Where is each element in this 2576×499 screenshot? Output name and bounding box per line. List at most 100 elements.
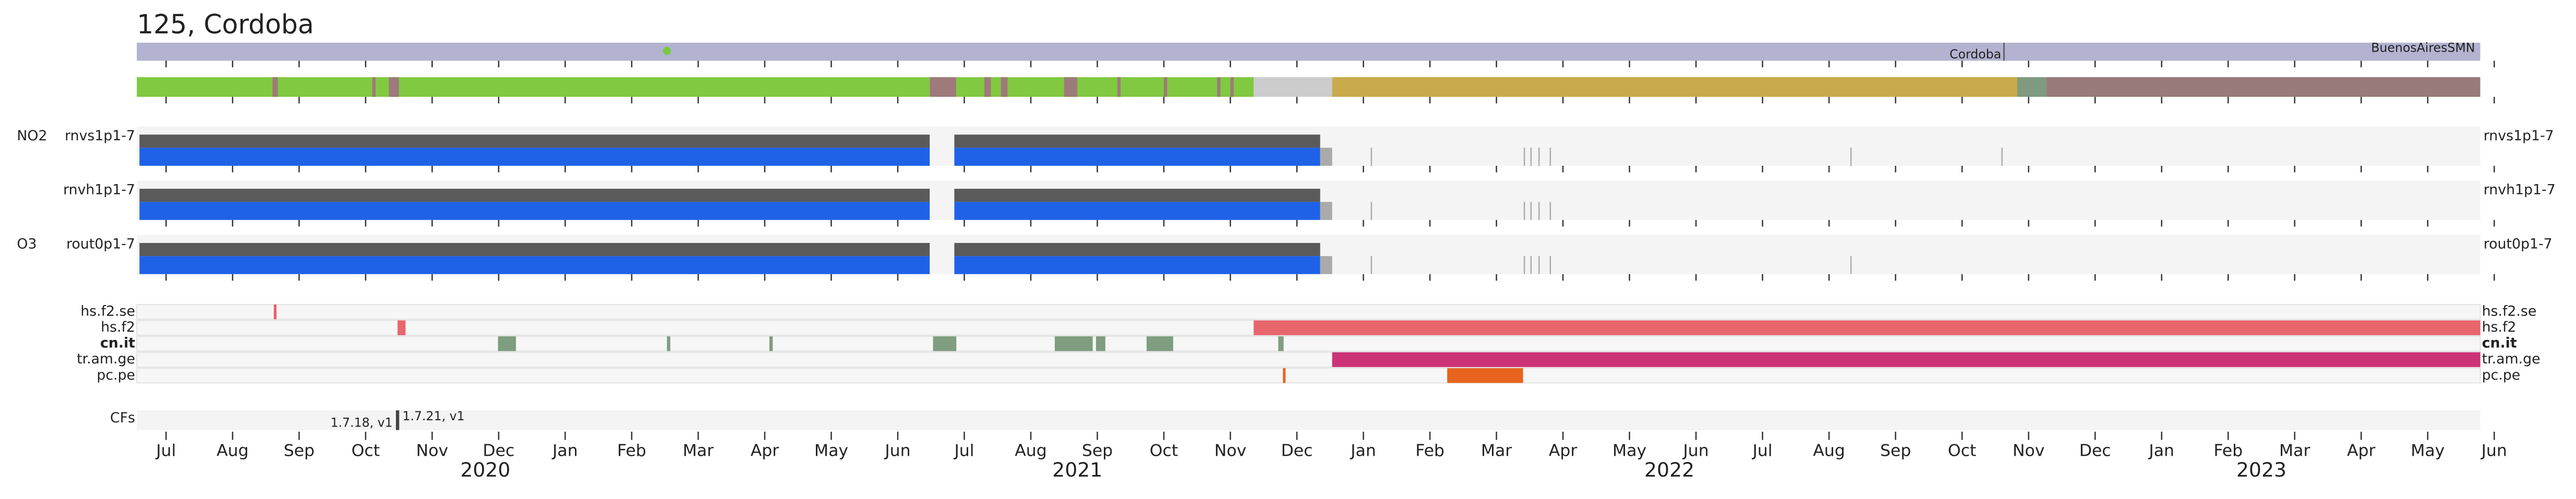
flag-segment — [1054, 336, 1093, 351]
x-tick-label: Sep — [1880, 442, 1911, 460]
cfs-label: CFs — [110, 410, 135, 426]
station-label: BuenosAiresSMN — [2371, 40, 2475, 55]
x-tick-label: Feb — [617, 442, 646, 460]
status-segment — [1254, 77, 1332, 97]
flag-label: tr.am.ge — [77, 351, 135, 367]
coverage-cap — [139, 242, 930, 257]
status-segment — [1332, 77, 2017, 97]
flag-segment — [1447, 368, 1523, 383]
flag-label-right: hs.f2 — [2482, 319, 2517, 335]
status-segment — [137, 77, 930, 97]
chart-title: 125, Cordoba — [137, 9, 314, 40]
partial-bar — [1320, 256, 1332, 274]
coverage-cap — [954, 135, 1320, 148]
row-label: rout0p1-7 — [66, 236, 135, 252]
coverage-bar — [139, 148, 930, 166]
status-segment — [1117, 77, 1121, 97]
flag-segment — [667, 336, 670, 351]
x-tick-label: Jan — [551, 442, 578, 460]
flag-segment — [1278, 336, 1284, 351]
row-label: rnvh1p1-7 — [63, 182, 135, 198]
x-tick-label: May — [1612, 442, 1646, 460]
x-tick-label: Mar — [683, 442, 714, 460]
x-tick-label: Mar — [1481, 442, 1512, 460]
flag-segment — [1146, 336, 1173, 351]
flag-segment — [1096, 336, 1105, 351]
flag-label: pc.pe — [97, 367, 135, 383]
cfs-marker — [395, 410, 400, 430]
coverage-cap — [139, 135, 930, 148]
status-segment — [1230, 77, 1234, 97]
coverage-cap — [954, 242, 1320, 257]
x-tick-label: Apr — [1549, 442, 1578, 460]
status-segment — [930, 77, 957, 97]
flag-segment — [498, 336, 516, 351]
x-tick-label: Jun — [2481, 442, 2507, 460]
year-label: 2023 — [2236, 458, 2286, 481]
coverage-bar — [954, 202, 1320, 220]
row-label-right: rnvs1p1-7 — [2484, 128, 2554, 144]
flag-label-right: cn.it — [2482, 335, 2517, 351]
x-tick-label: Dec — [2079, 442, 2111, 460]
x-tick-label: Oct — [1948, 442, 1976, 460]
x-tick-label: May — [2411, 442, 2445, 460]
status-segment — [1064, 77, 1078, 97]
station-bar — [137, 42, 2481, 61]
x-tick-label: Dec — [1281, 442, 1313, 460]
x-tick-label: Nov — [1214, 442, 1246, 460]
flag-segment — [273, 304, 277, 320]
row-species: NO2 — [17, 128, 47, 144]
x-tick-label: Nov — [416, 442, 448, 460]
x-tick-label: Jun — [1682, 442, 1709, 460]
x-tick-label: Jun — [884, 442, 910, 460]
flag-background — [136, 336, 2481, 352]
status-segment — [1164, 77, 1167, 97]
x-tick-label: Jan — [1350, 442, 1376, 460]
status-segment — [372, 77, 376, 97]
x-tick-label: Apr — [751, 442, 779, 460]
row-label: rnvs1p1-7 — [65, 128, 135, 144]
partial-bar — [1320, 202, 1332, 220]
status-segment — [2047, 77, 2481, 97]
x-tick-label: Nov — [2013, 442, 2044, 460]
x-tick-label: Sep — [1082, 442, 1113, 460]
coverage-bar — [954, 148, 1320, 166]
x-tick-label: Feb — [1415, 442, 1445, 460]
flag-segment — [933, 336, 957, 351]
flag-label: cn.it — [100, 335, 135, 351]
coverage-cap — [139, 189, 930, 202]
status-segment — [272, 77, 278, 97]
coverage-bar — [954, 256, 1320, 274]
row-species: O3 — [17, 236, 37, 252]
x-tick-label: Jan — [2148, 442, 2174, 460]
x-tick-label: Aug — [216, 442, 248, 460]
station-label: Cordoba — [1949, 47, 2001, 62]
x-tick-label: Aug — [1813, 442, 1845, 460]
row-label-right: rnvh1p1-7 — [2484, 182, 2556, 198]
status-segment — [389, 77, 399, 97]
cfs-label-right: 1.7.21, v1 — [403, 409, 465, 423]
year-label: 2022 — [1644, 458, 1694, 481]
status-segment — [1217, 77, 1221, 97]
x-tick-label: Feb — [2213, 442, 2243, 460]
coverage-cap — [954, 189, 1320, 202]
flag-label-right: tr.am.ge — [2482, 351, 2541, 367]
partial-bar — [1320, 148, 1332, 166]
x-tick-label: Jul — [953, 442, 974, 460]
x-tick-label: Mar — [2279, 442, 2310, 460]
coverage-bar — [139, 256, 930, 274]
flag-segment — [1254, 320, 2481, 335]
flag-segment — [769, 336, 773, 351]
flag-background — [136, 304, 2481, 320]
flag-segment — [398, 320, 406, 335]
flag-segment — [1283, 368, 1286, 383]
x-tick-label: Oct — [352, 442, 380, 460]
x-tick-label: Dec — [483, 442, 514, 460]
status-segment — [984, 77, 991, 97]
coverage-bar — [139, 202, 930, 220]
cfs-label-left: 1.7.18, v1 — [331, 416, 393, 430]
status-segment — [2017, 77, 2047, 97]
x-tick-label: Aug — [1015, 442, 1046, 460]
